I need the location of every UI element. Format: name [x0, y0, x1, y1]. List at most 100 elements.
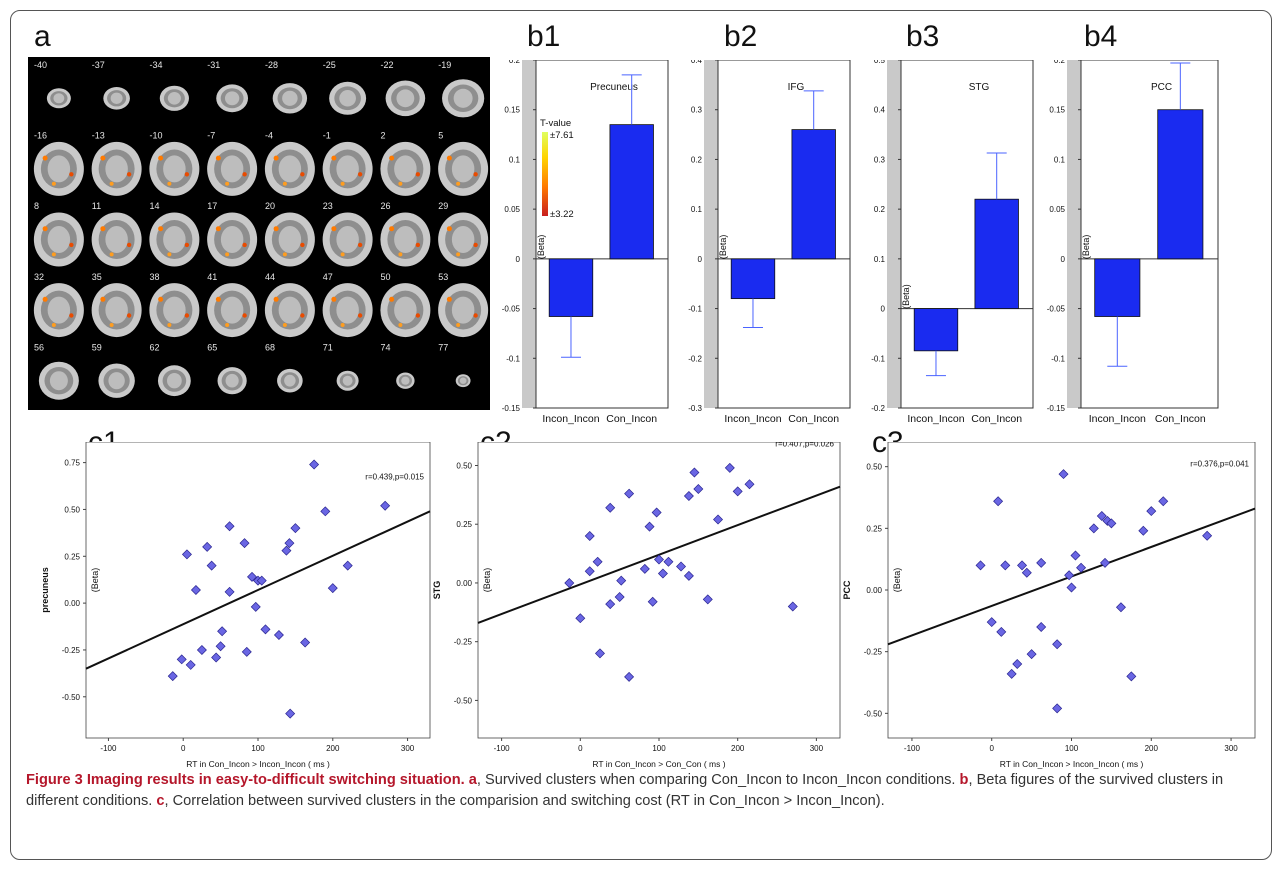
slice-label: -7 — [207, 131, 215, 141]
slice-label: 2 — [381, 131, 386, 141]
chart-title: STG — [969, 82, 990, 93]
x-tick-label: -100 — [904, 744, 921, 753]
colorbar-title: T-value — [540, 118, 571, 129]
y-tick-label: 0 — [881, 305, 886, 314]
data-point — [224, 521, 235, 532]
activation-blob — [273, 226, 279, 232]
y-tick-label: -0.25 — [454, 638, 473, 647]
y-tick-label: -0.1 — [506, 354, 520, 363]
data-point — [1058, 469, 1069, 480]
y-tick-label: 0.05 — [1049, 205, 1065, 214]
data-point — [1115, 602, 1126, 613]
chart-title: IFG — [788, 82, 805, 93]
axis-strip — [704, 60, 718, 408]
slice-label: 68 — [265, 342, 275, 352]
slice-label: -34 — [150, 60, 163, 70]
brain-slice-core — [278, 155, 302, 183]
data-point — [996, 626, 1007, 637]
data-point — [605, 502, 616, 513]
data-point — [689, 467, 700, 478]
y-tick-label: -0.3 — [688, 404, 702, 413]
activation-blob — [446, 155, 452, 161]
axis-strip — [1067, 60, 1081, 408]
brain-slice-core — [453, 88, 473, 108]
slice-label: 35 — [92, 272, 102, 282]
bar-incon_incon — [730, 258, 776, 300]
brain-slice-core — [394, 296, 417, 324]
activation-blob — [126, 313, 132, 318]
slice-label: 11 — [92, 201, 101, 211]
activation-blob — [357, 313, 363, 318]
data-point — [1202, 530, 1213, 541]
x-tick-label: 300 — [1224, 744, 1238, 753]
data-point — [1088, 523, 1099, 534]
activation-blob — [357, 172, 363, 177]
caption-key-c: c — [156, 793, 165, 809]
data-point — [211, 652, 222, 663]
activation-blob — [215, 296, 221, 302]
activation-blob — [357, 242, 363, 248]
data-point — [657, 568, 668, 579]
data-point — [185, 659, 196, 670]
x-tick-label: 0 — [989, 744, 994, 753]
panel-label-a: a — [34, 20, 51, 53]
brain-slice-core — [163, 296, 186, 324]
activation-blob — [456, 322, 461, 327]
panel-label-b1: b1 — [527, 20, 561, 53]
activation-blob — [331, 226, 337, 232]
y-tick-label: 0.2 — [509, 60, 521, 65]
scatter-plot-precuneus: -100 0 100 200 300 0.75 0.50 0.25 0.00 -0.25 -0.50… — [40, 442, 431, 769]
brain-slice-core — [451, 296, 475, 324]
brain-slice-core — [163, 226, 186, 253]
activation-blob — [340, 322, 345, 327]
y-tick-label: 0.15 — [504, 106, 520, 115]
slice-label: 59 — [92, 342, 102, 352]
slice-label: 74 — [381, 342, 391, 352]
chart-title: PCC — [1151, 82, 1172, 93]
data-point — [1158, 496, 1169, 507]
y-tick-label: 0 — [516, 255, 521, 264]
y-tick-label: -0.2 — [871, 404, 885, 413]
data-point — [196, 644, 207, 655]
brain-slice-core — [49, 371, 68, 391]
y-tick-label: -0.15 — [1047, 404, 1066, 413]
data-point — [285, 708, 296, 719]
brain-slice-core — [105, 296, 128, 324]
brain-slice-core — [53, 93, 65, 104]
data-point — [224, 586, 235, 597]
activation-blob — [473, 172, 478, 177]
data-point — [693, 483, 704, 494]
data-point — [1017, 560, 1028, 571]
data-point — [651, 507, 662, 518]
panel-label-b4: b4 — [1084, 20, 1118, 53]
data-point — [1064, 570, 1075, 581]
y-tick-label: 0.05 — [504, 205, 520, 214]
activation-blob — [167, 181, 172, 186]
data-point — [380, 500, 391, 511]
activation-blob — [331, 155, 337, 161]
y-tick-label: -0.50 — [864, 709, 883, 718]
activation-blob — [100, 296, 106, 302]
y-tick-label: 0.3 — [874, 155, 886, 164]
data-point — [1000, 560, 1011, 571]
activation-blob — [415, 172, 421, 177]
activation-blob — [242, 313, 247, 318]
bar-chart-precuneus: 0.2 0.15 0.1 0.05 0 -0.05 -0.1 -0.15 (Beta) Precu… — [502, 60, 669, 425]
data-point — [1106, 518, 1117, 529]
activation-blob — [42, 155, 48, 161]
activation-blob — [184, 313, 190, 318]
brain-slice-core — [339, 90, 356, 107]
y-tick-label: 0 — [698, 255, 703, 264]
data-point — [975, 560, 986, 571]
y-tick-label: -0.25 — [864, 648, 883, 657]
activation-blob — [42, 226, 48, 232]
activation-blob — [340, 252, 345, 257]
data-point — [239, 538, 250, 549]
activation-blob — [300, 172, 305, 177]
activation-blob — [446, 296, 452, 302]
data-point — [683, 491, 694, 502]
activation-blob — [389, 155, 395, 161]
bar-con_incon — [1157, 109, 1204, 260]
slice-label: 62 — [150, 342, 160, 352]
caption-key-a: a — [468, 772, 477, 788]
